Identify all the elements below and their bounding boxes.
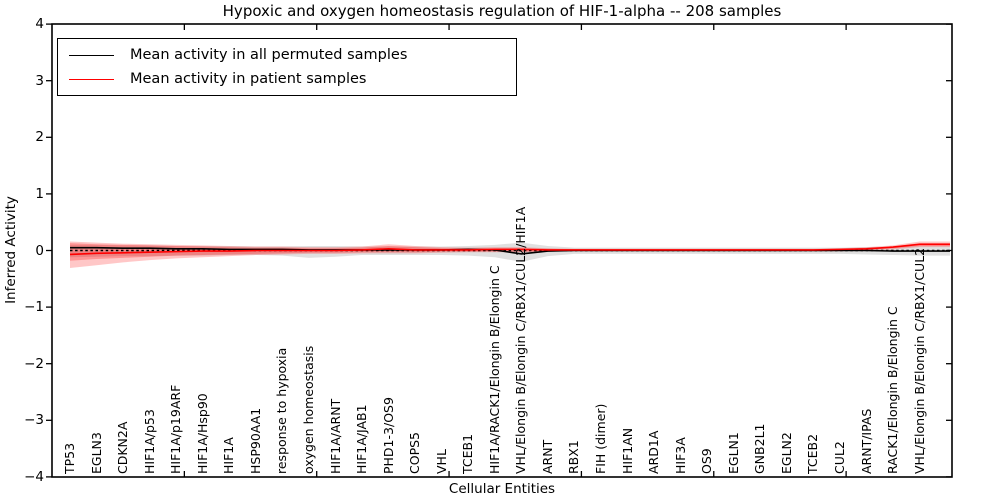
x-tick-label: ARD1A xyxy=(646,430,662,474)
x-tick-label: HIF1A/p53 xyxy=(141,409,157,474)
y-tick-label: −1 xyxy=(24,299,44,316)
x-tick-label: FIH (dimer) xyxy=(593,403,608,474)
legend-label-patient: Mean activity in patient samples xyxy=(130,71,367,87)
x-tick-label: CUL2 xyxy=(831,441,847,474)
x-tick-label: RBX1 xyxy=(566,440,582,474)
y-tick-label: 0 xyxy=(35,242,44,259)
legend-line-permuted xyxy=(69,54,114,56)
x-tick-label: ARNT xyxy=(539,439,555,474)
x-tick-label: response to hypoxia xyxy=(274,347,290,474)
x-tick-label: HIF1A/ARNT xyxy=(327,398,343,474)
y-tick-label: 3 xyxy=(35,72,44,89)
x-tick-label: HIF1A/JAB1 xyxy=(354,404,370,474)
x-tick-label: RACK1/Elongin B/Elongin C xyxy=(885,306,901,474)
y-tick-label: 1 xyxy=(35,185,44,202)
legend-entry-patient: Mean activity in patient samples xyxy=(69,67,516,91)
x-tick-label: TP53 xyxy=(62,442,77,474)
x-tick-label: HSP90AA1 xyxy=(247,407,263,474)
chart-title: Hypoxic and oxygen homeostasis regulatio… xyxy=(222,2,782,20)
x-tick-label: ARNT/IPAS xyxy=(858,408,874,474)
x-tick-label: HIF3A xyxy=(672,437,688,474)
series-line-patient xyxy=(69,243,950,256)
x-tick-label: VHL/Elongin B/Elongin C/RBX1/CUL2 xyxy=(911,247,927,474)
x-axis-title: Cellular Entities xyxy=(448,481,556,497)
legend-entry-permuted: Mean activity in all permuted samples xyxy=(69,43,516,67)
x-tick-label: HIF1A xyxy=(221,437,237,474)
band-patient-samples-outer-band xyxy=(70,241,950,269)
y-tick-label: 2 xyxy=(35,129,44,146)
x-tick-label: GNB2L1 xyxy=(752,423,768,474)
y-tick-label: −4 xyxy=(24,468,44,485)
legend: Mean activity in all permuted samples Me… xyxy=(57,38,517,96)
x-tick-label: EGLN3 xyxy=(88,432,104,474)
y-tick-label: 4 xyxy=(35,16,44,33)
x-tick-label: HIF1A/p19ARF xyxy=(168,384,184,474)
x-tick-label: HIF1A/RACK1/Elongin B/Elongin C xyxy=(486,265,502,474)
x-tick-label: TCEB1 xyxy=(460,433,476,474)
x-tick-label: oxygen homeostasis xyxy=(300,345,316,474)
x-tick-label: HIF1A/Hsp90 xyxy=(194,393,210,474)
x-tick-label: OS9 xyxy=(699,448,715,474)
x-tick-label: PHD1-3/OS9 xyxy=(380,397,396,474)
x-tick-label: TCEB2 xyxy=(805,433,821,474)
x-tick-label: EGLN2 xyxy=(778,432,794,474)
x-tick-label: VHL/Elongin B/Elongin C/RBX1/CUL2/HIF1A xyxy=(513,206,529,474)
y-tick-label: −3 xyxy=(24,412,44,429)
y-tick-label: −2 xyxy=(24,355,44,372)
legend-line-patient xyxy=(69,78,114,80)
x-tick-label: COPS5 xyxy=(407,432,423,474)
x-tick-label: EGLN1 xyxy=(725,432,741,474)
x-tick-label: VHL xyxy=(433,449,449,474)
x-tick-label: HIF1AN xyxy=(619,427,635,474)
band-patient-samples-inner-band xyxy=(70,243,950,261)
legend-label-permuted: Mean activity in all permuted samples xyxy=(130,47,408,63)
x-tick-label: CDKN2A xyxy=(115,421,131,474)
